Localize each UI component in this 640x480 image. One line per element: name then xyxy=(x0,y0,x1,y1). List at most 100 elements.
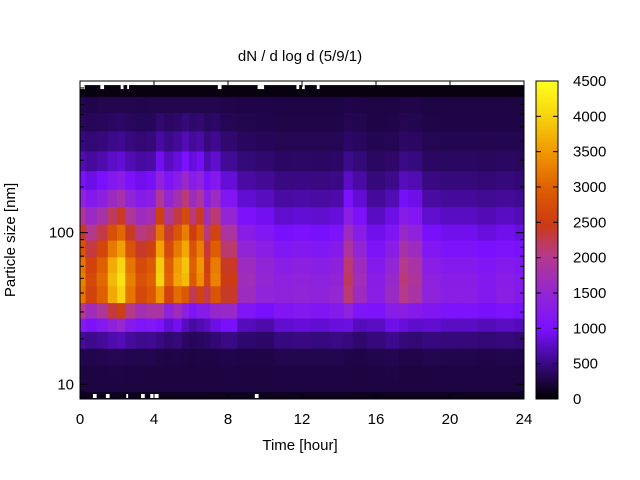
heatmap-cell xyxy=(255,130,275,152)
heatmap-cell xyxy=(343,240,354,258)
heatmap-cell xyxy=(220,256,238,273)
heatmap-cell xyxy=(237,364,257,379)
colorbar-tick-label: 4000 xyxy=(573,108,606,125)
heatmap-cell xyxy=(164,317,175,332)
heatmap-cell xyxy=(210,112,222,132)
heatmap-cell xyxy=(385,391,400,399)
heatmap-cell xyxy=(135,150,148,172)
heatmap-cell xyxy=(408,378,423,393)
heatmap-cell xyxy=(189,331,198,349)
heatmap-cell xyxy=(343,256,354,273)
heatmap-cell xyxy=(164,96,175,114)
heatmap-cell xyxy=(422,170,442,190)
heatmap-cell xyxy=(255,285,275,304)
heatmap-cell xyxy=(189,240,198,258)
heatmap-cell xyxy=(343,112,354,132)
heatmap-cell xyxy=(117,130,126,152)
heatmap-cell xyxy=(146,240,157,258)
heatmap-cell xyxy=(274,170,294,190)
heatmap-cell xyxy=(173,331,183,349)
heatmap-cell xyxy=(181,317,190,332)
heatmap-cell xyxy=(155,285,165,304)
heatmap-cell xyxy=(125,256,137,273)
missing-data-mark xyxy=(120,85,124,90)
heatmap-cell xyxy=(408,189,423,208)
heatmap-cell xyxy=(459,170,479,190)
heatmap-cell xyxy=(96,170,109,190)
heatmap-cell xyxy=(255,256,275,273)
heatmap-cell xyxy=(477,331,497,349)
x-tick-label: 12 xyxy=(294,411,311,428)
heatmap-cell xyxy=(292,378,312,393)
heatmap-cell xyxy=(181,272,190,287)
heatmap-cell xyxy=(422,317,442,332)
heatmap-cell xyxy=(440,224,460,241)
heatmap-cell xyxy=(311,112,331,132)
heatmap-cell xyxy=(352,256,368,273)
heatmap-cell xyxy=(146,285,157,304)
heatmap-cell xyxy=(274,96,294,114)
heatmap-cell xyxy=(135,331,148,349)
heatmap-cell xyxy=(181,170,190,190)
heatmap-cell xyxy=(181,391,190,399)
heatmap-cell xyxy=(311,224,331,241)
heatmap-cell xyxy=(366,96,386,114)
heatmap-cell xyxy=(352,150,368,172)
heatmap-cell xyxy=(125,81,137,97)
heatmap-cell xyxy=(164,378,175,393)
heatmap-cell xyxy=(399,256,409,273)
heatmap-cell xyxy=(155,391,165,399)
heatmap-cell xyxy=(385,285,400,304)
heatmap-cell xyxy=(366,224,386,241)
heatmap-cell xyxy=(181,364,190,379)
heatmap-cell xyxy=(366,285,386,304)
heatmap-cell xyxy=(117,96,126,114)
heatmap-cell xyxy=(125,96,137,114)
missing-data-mark xyxy=(127,85,130,90)
heatmap-cell xyxy=(181,130,190,152)
heatmap-cell xyxy=(343,170,354,190)
heatmap-cell xyxy=(385,224,400,241)
heatmap-cell xyxy=(80,272,87,287)
heatmap-cell xyxy=(352,285,368,304)
heatmap-cell xyxy=(181,331,190,349)
heatmap-cell xyxy=(343,130,354,152)
heatmap-cell xyxy=(181,302,190,319)
heatmap-cell xyxy=(399,348,409,366)
heatmap-cell xyxy=(117,364,126,379)
heatmap-cell xyxy=(210,378,222,393)
heatmap-cell xyxy=(107,130,118,152)
heatmap-cell xyxy=(274,206,294,225)
heatmap-cell xyxy=(181,81,190,97)
heatmap-cell xyxy=(343,189,354,208)
heatmap-cell xyxy=(135,224,148,241)
heatmap-cell xyxy=(155,302,165,319)
heatmap-cell xyxy=(107,378,118,393)
heatmap-cell xyxy=(96,317,109,332)
heatmap-cell xyxy=(477,96,497,114)
heatmap-cell xyxy=(329,348,345,366)
heatmap-cell xyxy=(366,206,386,225)
heatmap-cell xyxy=(181,378,190,393)
heatmap-cell xyxy=(220,206,238,225)
missing-data-mark xyxy=(126,394,129,398)
heatmap-cell xyxy=(164,112,175,132)
heatmap-cell xyxy=(422,189,442,208)
heatmap-cells xyxy=(80,81,524,399)
heatmap-cell xyxy=(422,130,442,152)
heatmap-cell xyxy=(155,272,165,287)
heatmap-cell xyxy=(366,130,386,152)
heatmap-cell xyxy=(385,130,400,152)
heatmap-cell xyxy=(329,331,345,349)
heatmap-cell xyxy=(203,364,212,379)
heatmap-cell xyxy=(352,364,368,379)
heatmap-cell xyxy=(477,391,497,399)
heatmap-cell xyxy=(203,317,212,332)
heatmap-cell xyxy=(117,112,126,132)
heatmap-cell xyxy=(85,224,98,241)
heatmap-cell xyxy=(514,302,524,319)
heatmap-cell xyxy=(274,317,294,332)
heatmap-cell xyxy=(189,272,198,287)
heatmap-cell xyxy=(440,206,460,225)
heatmap-cell xyxy=(274,189,294,208)
